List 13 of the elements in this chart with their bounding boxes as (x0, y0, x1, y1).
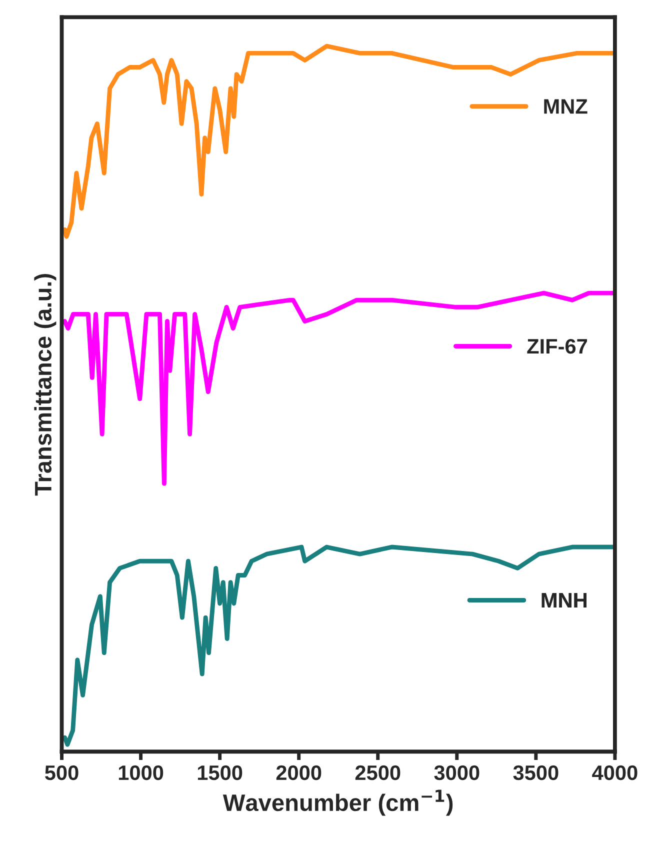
x-tick-label: 1500 (198, 765, 242, 780)
legend-label: MNZ (544, 99, 588, 114)
x-tick-label: 500 (45, 765, 78, 780)
legend-label: MNH (542, 593, 586, 608)
x-tick-label: 3500 (513, 765, 558, 780)
legend-label: ZIF-67 (527, 338, 587, 354)
x-axis-title: Wavenumber (cm$^{−1}$) (222, 790, 453, 816)
x-tick-label: 2000 (276, 765, 322, 780)
y-axis-title: Transmittance (a.u.) (34, 274, 56, 496)
x-tick-label: 2500 (355, 765, 400, 780)
x-tick-label: 4000 (592, 765, 638, 780)
x-tick-label: 3000 (434, 765, 480, 780)
x-tick-label: 1000 (118, 765, 164, 780)
